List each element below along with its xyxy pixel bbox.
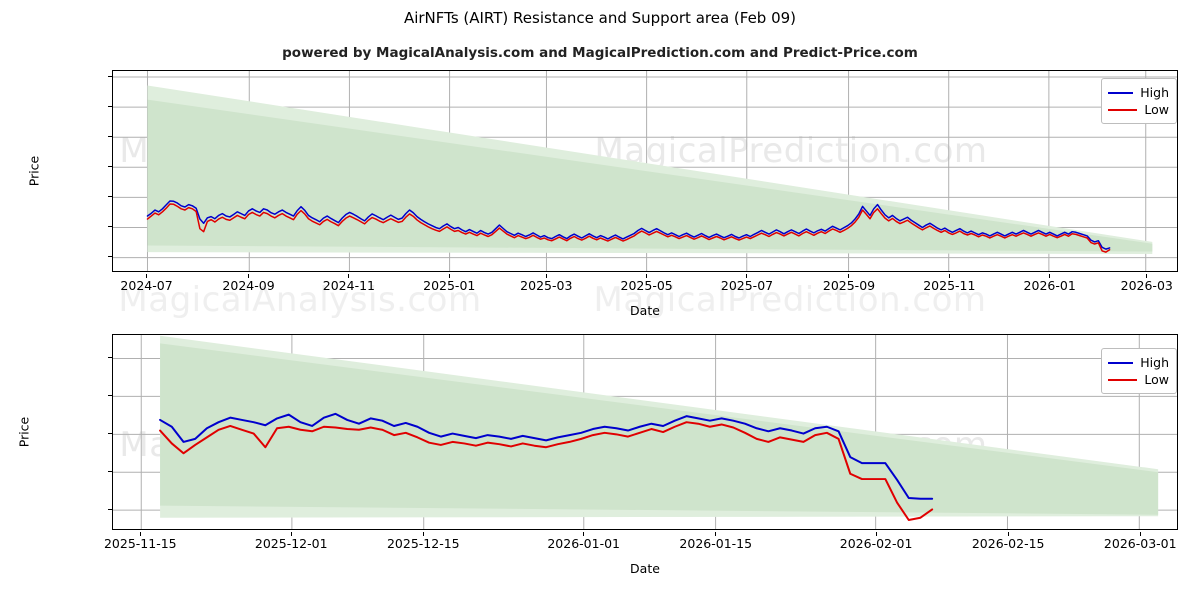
- legend-row-low: Low: [1108, 101, 1169, 118]
- y-tick-mark: [108, 226, 112, 227]
- x-tick-label: 2025-12-01: [255, 536, 328, 551]
- x-tick-mark: [746, 274, 747, 278]
- x-tick-mark: [423, 532, 424, 536]
- x-tick-mark: [546, 274, 547, 278]
- x-tick-mark: [848, 274, 849, 278]
- y-tick-mark: [108, 471, 112, 472]
- x-tick-label: 2025-09: [823, 278, 875, 293]
- x-tick-mark: [291, 532, 292, 536]
- x-tick-mark: [1049, 274, 1050, 278]
- legend-swatch-low-icon: [1108, 379, 1137, 381]
- legend-overview: High Low: [1101, 78, 1177, 124]
- y-tick-mark: [108, 136, 112, 137]
- x-tick-mark: [348, 274, 349, 278]
- legend-label-high: High: [1140, 84, 1169, 101]
- y-tick-mark: [108, 256, 112, 257]
- legend-zoom: High Low: [1101, 348, 1177, 394]
- x-axis-title-zoom: Date: [112, 561, 1178, 576]
- x-tick-mark: [248, 274, 249, 278]
- legend-row-low: Low: [1108, 371, 1169, 388]
- y-axis-title-overview: Price: [27, 156, 42, 187]
- x-tick-label: 2025-01: [423, 278, 475, 293]
- x-tick-mark: [146, 274, 147, 278]
- chart-zoom-plot-area: MagicalAnalysis.com MagicalPrediction.co…: [112, 334, 1178, 530]
- x-tick-mark: [646, 274, 647, 278]
- y-tick-mark: [108, 395, 112, 396]
- x-tick-label: 2026-03-01: [1104, 536, 1177, 551]
- y-tick-mark: [108, 196, 112, 197]
- x-tick-label: 2025-11: [923, 278, 975, 293]
- legend-swatch-high-icon: [1108, 362, 1133, 364]
- x-tick-label: 2025-12-15: [387, 536, 460, 551]
- x-tick-label: 2026-03: [1121, 278, 1173, 293]
- x-tick-label: 2026-01: [1024, 278, 1076, 293]
- x-tick-label: 2025-05: [621, 278, 673, 293]
- page-title: AirNFTs (AIRT) Resistance and Support ar…: [0, 9, 1200, 27]
- legend-swatch-low-icon: [1108, 109, 1137, 111]
- x-tick-mark: [949, 274, 950, 278]
- y-tick-mark: [108, 106, 112, 107]
- legend-swatch-high-icon: [1108, 92, 1133, 94]
- x-tick-label: 2025-11-15: [104, 536, 177, 551]
- x-tick-mark: [1008, 532, 1009, 536]
- x-tick-label: 2026-02-01: [840, 536, 913, 551]
- x-tick-label: 2026-01-15: [679, 536, 752, 551]
- x-tick-label: 2025-03: [520, 278, 572, 293]
- x-tick-mark: [1146, 274, 1147, 278]
- x-tick-label: 2026-02-15: [972, 536, 1045, 551]
- figure-root: AirNFTs (AIRT) Resistance and Support ar…: [0, 0, 1200, 600]
- y-tick-mark: [108, 166, 112, 167]
- x-tick-label: 2024-09: [222, 278, 274, 293]
- x-tick-mark: [140, 532, 141, 536]
- y-tick-mark: [108, 509, 112, 510]
- y-tick-mark: [108, 76, 112, 77]
- x-axis-title-overview: Date: [112, 303, 1178, 318]
- x-tick-label: 2025-07: [721, 278, 773, 293]
- x-tick-mark: [715, 532, 716, 536]
- x-tick-label: 2024-07: [120, 278, 172, 293]
- x-tick-mark: [583, 532, 584, 536]
- legend-label-low: Low: [1144, 371, 1169, 388]
- y-axis-title-zoom: Price: [17, 417, 32, 448]
- gridlines-overview: [113, 71, 1177, 272]
- gridlines-zoom: [113, 335, 1177, 530]
- page-subtitle: powered by MagicalAnalysis.com and Magic…: [0, 45, 1200, 61]
- legend-label-high: High: [1140, 354, 1169, 371]
- legend-row-high: High: [1108, 354, 1169, 371]
- x-tick-label: 2024-11: [323, 278, 375, 293]
- y-tick-mark: [108, 433, 112, 434]
- legend-label-low: Low: [1144, 101, 1169, 118]
- legend-row-high: High: [1108, 84, 1169, 101]
- x-tick-mark: [1140, 532, 1141, 536]
- x-tick-label: 2026-01-01: [547, 536, 620, 551]
- x-tick-mark: [449, 274, 450, 278]
- x-tick-mark: [876, 532, 877, 536]
- y-tick-mark: [108, 357, 112, 358]
- chart-overview-plot-area: MagicalAnalysis.com MagicalPrediction.co…: [112, 70, 1178, 272]
